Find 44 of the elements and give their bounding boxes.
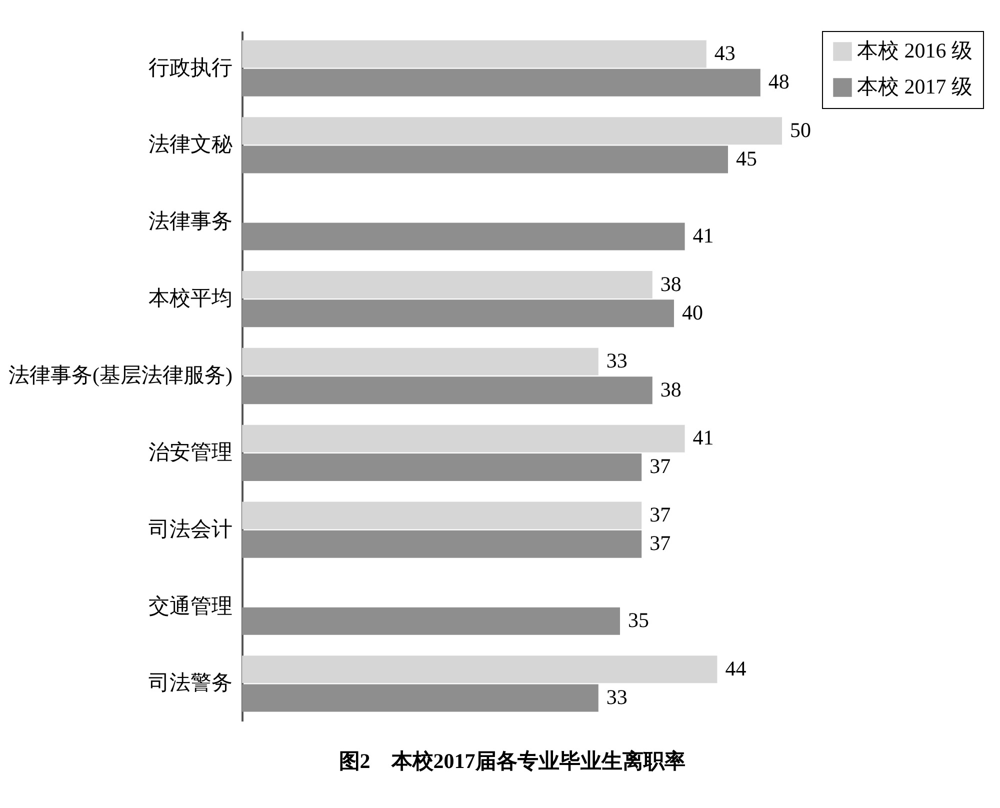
y-tick-label: 法律文秘 bbox=[148, 132, 232, 156]
y-tick-label: 司法会计 bbox=[148, 516, 232, 541]
data-label: 41 bbox=[692, 223, 714, 248]
legend-label: 本校 2016 级 bbox=[857, 38, 972, 62]
y-tick-label: 法律事务(基层法律服务) bbox=[8, 363, 232, 387]
y-tick-label: 行政执行 bbox=[148, 55, 232, 80]
legend-label: 本校 2017 级 bbox=[857, 74, 972, 98]
data-label: 38 bbox=[660, 377, 682, 402]
bar bbox=[242, 424, 685, 452]
y-tick-label: 交通管理 bbox=[148, 594, 232, 618]
bar bbox=[242, 40, 706, 68]
data-label: 37 bbox=[650, 531, 671, 556]
data-label: 43 bbox=[714, 40, 736, 65]
data-label: 33 bbox=[606, 685, 628, 710]
data-label: 40 bbox=[682, 300, 703, 324]
bar bbox=[242, 530, 642, 558]
data-label: 48 bbox=[768, 70, 790, 94]
data-label: 37 bbox=[650, 454, 671, 478]
bar bbox=[242, 348, 598, 376]
bar bbox=[242, 117, 782, 145]
data-label: 45 bbox=[736, 146, 757, 171]
bar bbox=[242, 607, 620, 635]
y-tick-label: 治安管理 bbox=[148, 440, 232, 464]
data-label: 38 bbox=[660, 272, 682, 296]
bar bbox=[242, 222, 685, 250]
bar bbox=[242, 271, 652, 299]
y-tick-label: 本校平均 bbox=[148, 286, 232, 310]
bar bbox=[242, 502, 642, 530]
text: 图2 本校2017届各专业毕业生离职率 bbox=[338, 749, 686, 773]
data-label: 35 bbox=[628, 608, 649, 632]
y-tick-label: 司法警务 bbox=[148, 670, 232, 695]
bar bbox=[242, 300, 674, 328]
bar bbox=[242, 146, 728, 174]
data-label: 50 bbox=[790, 118, 811, 142]
bar bbox=[242, 684, 598, 712]
bar bbox=[242, 376, 652, 404]
bar bbox=[242, 68, 760, 96]
data-label: 33 bbox=[606, 348, 628, 373]
data-label: 41 bbox=[692, 426, 714, 450]
data-label: 37 bbox=[650, 502, 671, 527]
bar bbox=[242, 453, 642, 481]
bar bbox=[242, 656, 718, 684]
y-tick-label: 法律事务 bbox=[148, 209, 232, 234]
data-label: 44 bbox=[725, 656, 747, 680]
